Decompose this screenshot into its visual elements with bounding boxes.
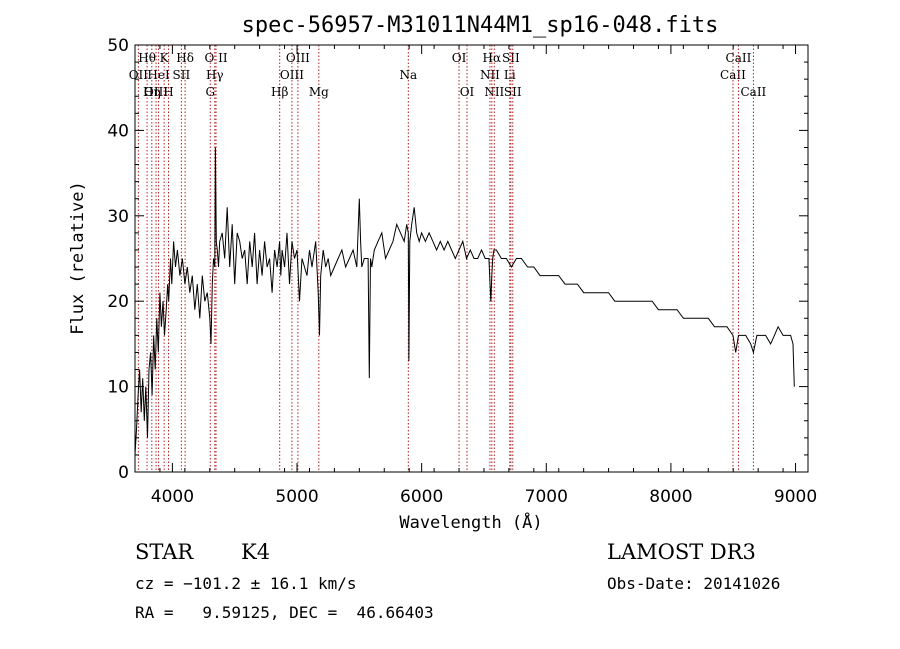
line-label-3: HeI [147, 68, 170, 82]
y-tick-label-1: 10 [107, 378, 129, 398]
line-label-1: OII [129, 68, 149, 82]
line-label-16: Na [399, 68, 417, 82]
line-label-12: Hβ [271, 85, 288, 99]
x-tick-label-4: 8000 [649, 487, 692, 507]
x-axis-label: Wavelength (Å) [399, 511, 542, 533]
line-label-18: OI [460, 85, 475, 99]
line-label-21: Hα [483, 51, 502, 65]
line-label-17: OI [452, 51, 467, 65]
line-label-24: SII [504, 85, 522, 99]
line-label-23: Li [504, 68, 516, 82]
plot-frame [134, 44, 809, 473]
x-tick-label-3: 7000 [525, 487, 568, 507]
coordinates: RA = 9.59125, DEC = 46.66403 [135, 603, 434, 622]
line-label-27: CaII [740, 85, 766, 99]
x-tick-label-0: 4000 [151, 487, 194, 507]
y-axis-label: Flux (relative) [68, 181, 88, 335]
x-axis-ticks: 4000 5000 6000 7000 8000 9000 [134, 45, 817, 507]
chart-title: spec-56957-M31011N44M1_sp16-048.fits [242, 13, 719, 38]
line-label-20: NII [484, 85, 504, 99]
object-class: STAR [135, 540, 194, 564]
line-label-6: H [163, 85, 173, 99]
line-label-7: SII [173, 68, 191, 82]
line-label-10: O II [204, 51, 227, 65]
y-tick-label-5: 50 [107, 36, 129, 56]
y-axis-ticks: 0 10 20 30 40 50 [107, 36, 808, 483]
x-tick-label-5: 9000 [774, 487, 817, 507]
line-label-15: Mg [309, 85, 329, 99]
line-label-9: G [205, 85, 215, 99]
spectrum-series [134, 147, 795, 455]
line-label-0: Hθ [138, 51, 156, 65]
x-tick-label-2: 6000 [400, 487, 443, 507]
line-label-14: OIII [286, 51, 310, 65]
y-tick-label-4: 40 [107, 121, 129, 141]
line-label-19: NII [480, 68, 500, 82]
object-subclass: K4 [241, 540, 271, 564]
line-label-11: Hγ [206, 68, 224, 82]
line-label-4: Hη [143, 85, 161, 99]
y-tick-label-0: 0 [118, 463, 129, 483]
line-label-22: SII [502, 51, 520, 65]
x-tick-label-1: 5000 [275, 487, 318, 507]
y-tick-label-2: 20 [107, 292, 129, 312]
line-label-2: OIII [144, 85, 168, 99]
line-label-8: Hδ [176, 51, 194, 65]
line-label-5: K [160, 51, 170, 65]
series-line-0 [134, 147, 795, 455]
redshift-velocity: cz = −101.2 ± 16.1 km/s [135, 574, 357, 593]
line-label-26: CaII [726, 51, 752, 65]
line-label-13: OIII [280, 68, 304, 82]
observation-date: Obs-Date: 20141026 [607, 574, 781, 593]
y-tick-label-3: 30 [107, 207, 129, 227]
line-label-25: CaII [720, 68, 746, 82]
survey-name: LAMOST DR3 [607, 540, 756, 564]
